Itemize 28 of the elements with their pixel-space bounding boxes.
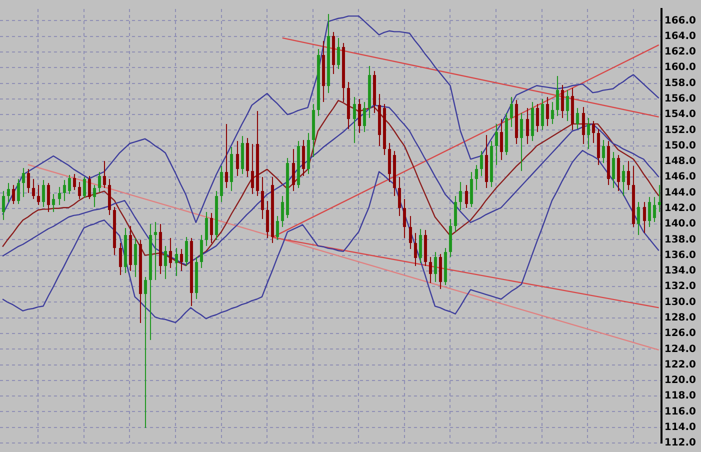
y-tick-label: 136.0	[664, 250, 696, 261]
y-tick-label: 116.0	[664, 406, 696, 418]
y-tick-label: 114.0	[664, 422, 696, 433]
y-tick-label: 134.0	[664, 266, 696, 277]
y-tick-label: 126.0	[664, 328, 696, 340]
y-tick-label: 130.0	[664, 296, 696, 308]
y-tick-label: 164.0	[664, 30, 696, 42]
y-tick-label: 128.0	[664, 312, 696, 324]
y-tick-label: 146.0	[664, 172, 696, 183]
y-tick-label: 118.0	[664, 390, 696, 402]
y-tick-label: 120.0	[664, 375, 696, 386]
y-tick-label: 138.0	[664, 234, 696, 246]
y-tick-label: 132.0	[664, 281, 696, 292]
y-tick-label: 142.0	[664, 203, 696, 214]
y-tick-label: 140.0	[664, 218, 696, 230]
y-tick-label: 156.0	[664, 94, 696, 105]
y-tick-label: 162.0	[664, 46, 696, 58]
y-tick-label: 112.0	[664, 438, 696, 449]
y-tick-label: 160.0	[664, 62, 696, 74]
y-tick-label: 166.0	[664, 15, 696, 26]
y-tick-label: 154.0	[664, 109, 696, 120]
y-tick-label: 144.0	[664, 187, 696, 198]
y-tick-label: 122.0	[664, 359, 696, 370]
y-tick-label: 150.0	[664, 140, 696, 152]
y-tick-label: 152.0	[664, 124, 696, 136]
y-tick-label: 124.0	[664, 344, 696, 355]
y-tick-label: 158.0	[664, 78, 696, 89]
y-tick-label: 148.0	[664, 156, 696, 168]
